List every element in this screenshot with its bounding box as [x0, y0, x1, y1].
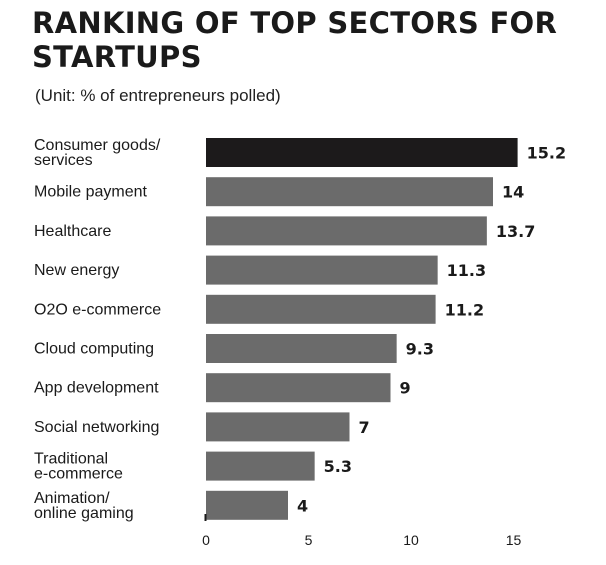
- x-tick-label-10: 10: [403, 532, 419, 548]
- category-label-1: Consumer goods/services: [34, 137, 161, 169]
- chart-title: RANKING OF TOP SECTORS FOR STARTUPS: [32, 6, 558, 74]
- value-label-10: 4: [297, 496, 308, 515]
- bar-8: [206, 412, 350, 442]
- x-tick-label-0: 0: [202, 532, 210, 548]
- bar-2: [206, 177, 493, 207]
- category-label-5: O2O e-commerce: [34, 301, 161, 318]
- category-label-6: Cloud computing: [34, 341, 154, 358]
- x-tick-label-5: 5: [305, 532, 313, 548]
- chart-subtitle: (Unit: % of entrepreneurs polled): [35, 86, 281, 105]
- category-label-7: App development: [34, 380, 159, 397]
- bar-4: [206, 255, 438, 285]
- bar-1: [206, 138, 518, 167]
- value-label-4: 11.3: [447, 261, 486, 280]
- bar-6: [206, 334, 397, 363]
- bar-3: [206, 216, 487, 246]
- category-label-3: Healthcare: [34, 223, 111, 240]
- value-label-3: 13.7: [496, 222, 535, 241]
- bar-9: [206, 451, 315, 481]
- bar-10: [206, 490, 288, 520]
- category-label-4: New energy: [34, 262, 119, 279]
- value-label-1: 15.2: [527, 144, 566, 163]
- x-tick-label-15: 15: [506, 532, 522, 548]
- value-label-5: 11.2: [445, 300, 484, 319]
- category-label-10: Animation/online gaming: [34, 490, 134, 522]
- value-label-6: 9.3: [406, 340, 434, 359]
- bar-7: [206, 373, 391, 403]
- value-label-9: 5.3: [324, 457, 352, 476]
- bar-5: [206, 294, 436, 324]
- value-label-7: 9: [400, 379, 411, 398]
- value-label-2: 14: [502, 183, 524, 202]
- category-label-2: Mobile payment: [34, 184, 148, 201]
- category-label-8: Social networking: [34, 419, 159, 436]
- category-label-9: Traditional e-commerce: [34, 451, 123, 483]
- value-label-8: 7: [359, 418, 370, 437]
